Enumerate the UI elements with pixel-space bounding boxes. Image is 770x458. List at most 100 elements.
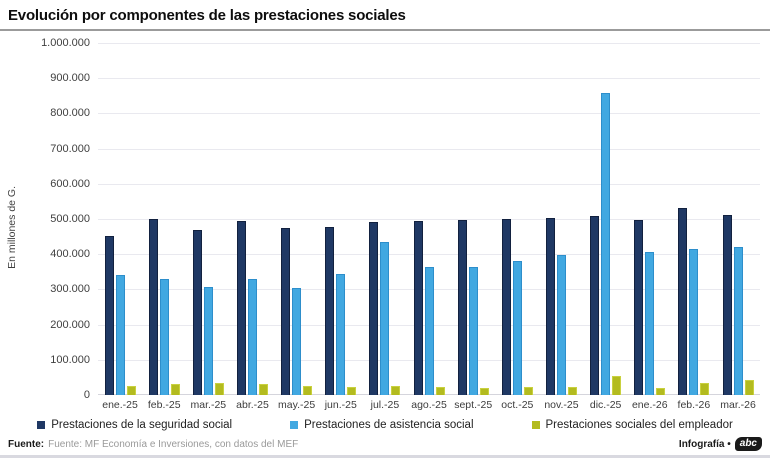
y-tick-label: 600.000	[50, 177, 90, 190]
x-tick-label: dic.-25	[589, 399, 622, 411]
y-tick-label: 200.000	[50, 318, 90, 331]
bar-group-ene.-25	[98, 43, 142, 395]
bar-ene.-25	[104, 235, 114, 395]
bar-nov.-25	[556, 254, 566, 395]
bar-group-abr.-25	[230, 43, 274, 395]
bar-ago.-25	[413, 220, 423, 395]
y-tick-label: 1.000.000	[41, 37, 90, 49]
legend-label: Prestaciones de la seguridad social	[51, 419, 233, 431]
bar-oct.-25	[523, 386, 533, 395]
gridline	[98, 219, 760, 220]
bar-jun.-25	[336, 273, 346, 395]
bar-mar.-26	[733, 246, 743, 395]
bar-abr.-25	[247, 278, 257, 395]
chart-title: Evolución por componentes de las prestac…	[8, 7, 406, 24]
bar-abr.-25	[258, 384, 268, 395]
bar-jun.-25	[347, 386, 357, 395]
bar-may.-25	[303, 385, 313, 395]
bar-nov.-25	[545, 217, 555, 395]
bar-oct.-25	[512, 260, 522, 395]
bar-mar.-25	[203, 286, 213, 395]
y-axis-title: En millones de G.	[6, 185, 18, 269]
gridline	[98, 254, 760, 256]
x-tick-label: feb.-25	[147, 399, 181, 411]
gridline	[98, 148, 760, 150]
abc-logo: abc	[734, 437, 762, 451]
x-tick-label: ene.-25	[102, 399, 138, 411]
plot-area	[98, 43, 760, 395]
bar-ene.-26	[645, 252, 655, 395]
bar-may.-25	[292, 287, 302, 395]
legend-item: Prestaciones de asistencia social	[290, 419, 474, 431]
x-tick-label: sept.-25	[454, 399, 493, 411]
bar-ene.-25	[115, 275, 125, 395]
chart-legend: Prestaciones de la seguridad social Prest…	[0, 419, 770, 431]
bar-ago.-25	[424, 266, 434, 395]
y-tick-label: 0	[83, 389, 90, 401]
x-tick-label: oct.-25	[501, 399, 534, 411]
bar-feb.-25	[148, 219, 158, 395]
legend-item: Prestaciones sociales del empleador	[531, 419, 733, 431]
bar-group-ago.-25	[407, 43, 451, 395]
x-tick-label: ene.-26	[631, 399, 668, 411]
bar-dic.-25	[590, 215, 600, 395]
legend-swatch	[37, 421, 46, 429]
bar-mar.-25	[214, 382, 224, 395]
bar-jul.-25	[391, 385, 401, 395]
bar-jul.-25	[380, 241, 390, 395]
bar-sept.-25	[457, 220, 467, 395]
bar-ene.-25	[126, 386, 136, 395]
bar-group-nov.-25	[539, 43, 583, 395]
bar-jun.-25	[325, 226, 335, 395]
bar-chart: En millones de G. 1.000.000 900.000 800.00…	[0, 31, 770, 411]
x-tick-label: may.-25	[278, 399, 316, 411]
x-tick-label: mar.-26	[720, 399, 756, 411]
bar-mar.-25	[192, 229, 202, 395]
bar-group-mar.-25	[186, 43, 230, 395]
legend-item: Prestaciones de la seguridad social	[37, 419, 232, 431]
y-tick-label: 400.000	[50, 248, 90, 261]
bar-mar.-26	[722, 214, 732, 395]
x-tick-label: jul.-25	[370, 399, 400, 411]
bar-sept.-25	[468, 266, 478, 395]
legend-swatch	[531, 421, 540, 429]
footer: Fuente: Fuente: MF Economía e Inversiones…	[0, 434, 770, 455]
x-axis-labels: ene.-25 feb.-25 mar.-25 abr.-25 may.-25 jun.-…	[98, 399, 760, 411]
bar-group-dic.-25	[584, 43, 628, 395]
bar-nov.-25	[567, 386, 577, 395]
bar-abr.-25	[236, 221, 246, 395]
bar-dic.-25	[612, 375, 622, 395]
y-tick-label: 900.000	[50, 72, 90, 85]
y-tick-label: 700.000	[50, 142, 90, 155]
bar-group-feb.-26	[672, 43, 716, 395]
source-label: Fuente:	[8, 438, 45, 450]
gridline	[98, 113, 760, 115]
credit-text: Infografía •	[678, 438, 731, 450]
y-axis-labels: 1.000.000 900.000 800.000 700.000 600.000 500…	[24, 37, 98, 401]
bar-feb.-26	[689, 249, 699, 395]
x-tick-label: abr.-25	[236, 399, 269, 411]
x-tick-label: jun.-25	[324, 399, 357, 411]
bar-feb.-25	[170, 384, 180, 395]
bar-group-sept.-25	[451, 43, 495, 395]
x-tick-label: nov.-25	[544, 399, 579, 411]
bar-group-jun.-25	[319, 43, 363, 395]
bar-feb.-25	[159, 278, 169, 395]
gridline	[98, 43, 760, 44]
y-tick-label: 800.000	[50, 107, 90, 120]
bar-ene.-26	[634, 219, 644, 395]
bar-group-may.-25	[275, 43, 319, 395]
x-tick-label: ago.-25	[411, 399, 447, 411]
bar-jul.-25	[369, 221, 379, 395]
bar-may.-25	[281, 227, 291, 395]
title-divider	[0, 29, 770, 31]
source-note: Fuente: Fuente: MF Economía e Inversiones…	[8, 439, 298, 450]
legend-label: Prestaciones sociales del empleador	[545, 419, 733, 431]
x-tick-label: feb.-26	[677, 399, 711, 411]
plot-outer: ene.-25 feb.-25 mar.-25 abr.-25 may.-25 jun.-…	[98, 43, 760, 411]
bar-group-mar.-26	[716, 43, 760, 395]
source-text: Fuente: MF Economía e Inversiones, con d…	[48, 438, 299, 450]
bar-group-feb.-25	[142, 43, 186, 395]
bar-ene.-26	[656, 387, 666, 395]
